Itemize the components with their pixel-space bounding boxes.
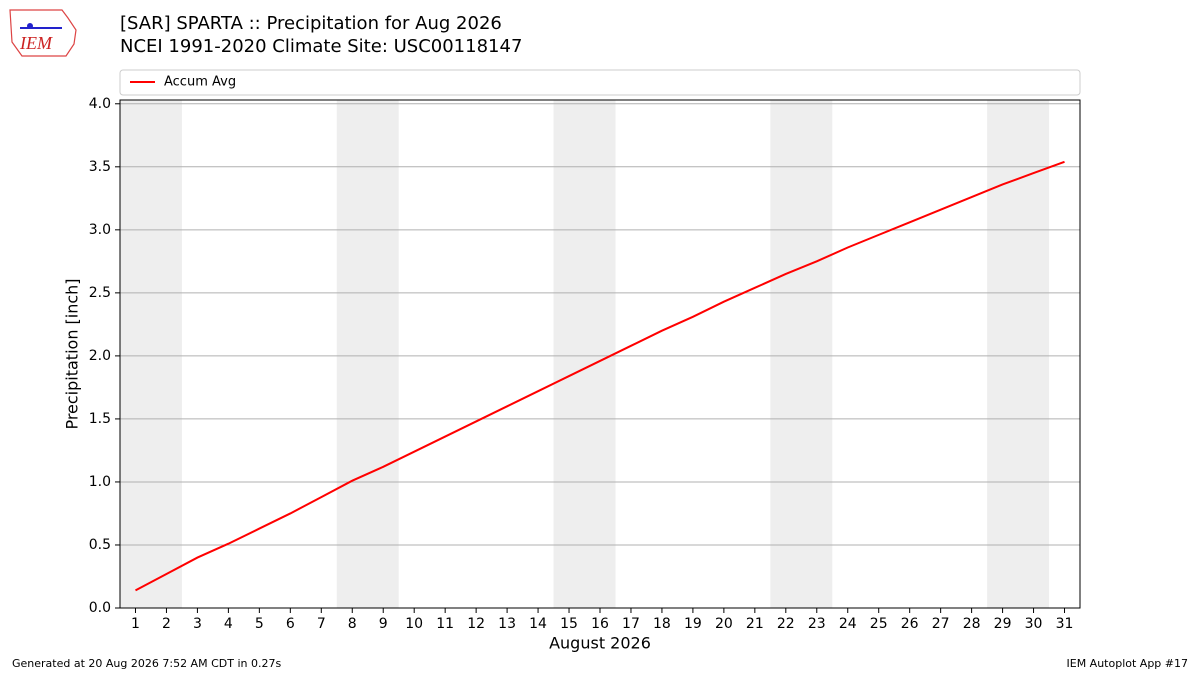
logo-dot: [27, 23, 33, 29]
x-tick-label: 6: [286, 616, 295, 632]
legend-box: [119, 69, 1081, 96]
y-tick-label: 3.5: [89, 159, 111, 175]
x-tick-label: 31: [1056, 616, 1074, 632]
x-tick-label: 10: [405, 616, 423, 632]
y-tick-label: 0.5: [89, 537, 111, 553]
y-tick-label: 2.0: [89, 348, 111, 364]
y-axis-label: Precipitation [inch]: [63, 278, 82, 429]
y-tick-label: 2.5: [89, 285, 111, 301]
x-tick-label: 19: [684, 616, 702, 632]
shaded-span: [120, 100, 182, 608]
x-tick-label: 4: [224, 616, 233, 632]
x-tick-label: 30: [1025, 616, 1043, 632]
x-tick-label: 21: [746, 616, 764, 632]
x-tick-label: 1: [131, 616, 140, 632]
x-tick-label: 17: [622, 616, 640, 632]
x-tick-label: 13: [498, 616, 516, 632]
shaded-span: [987, 100, 1050, 608]
x-tick-label: 24: [839, 616, 857, 632]
plot-frame: [119, 99, 1081, 609]
x-tick-label: 20: [715, 616, 733, 632]
x-tick-label: 3: [193, 616, 202, 632]
chart-title: [SAR] SPARTA :: Precipitation for Aug 20…: [120, 13, 502, 34]
x-tick-label: 12: [467, 616, 485, 632]
x-tick-label: 15: [560, 616, 578, 632]
x-tick-label: 5: [255, 616, 264, 632]
x-tick-label: 14: [529, 616, 547, 632]
legend-label: Accum Avg: [164, 75, 236, 90]
y-tick-label: 1.5: [89, 411, 111, 427]
x-tick-label: 23: [808, 616, 826, 632]
x-tick-label: 26: [901, 616, 919, 632]
y-tick-label: 0.0: [89, 600, 111, 616]
y-tick-label: 3.0: [89, 222, 111, 238]
x-tick-label: 11: [436, 616, 454, 632]
y-tick-label: 4.0: [89, 96, 111, 112]
shaded-span: [553, 100, 616, 608]
logo-outline: [9, 9, 77, 57]
x-tick-label: 29: [994, 616, 1012, 632]
x-axis-label: August 2026: [549, 634, 651, 653]
x-tick-label: 28: [963, 616, 981, 632]
x-tick-label: 18: [653, 616, 671, 632]
y-tick-label: 1.0: [89, 474, 111, 490]
footer-right: IEM Autoplot App #17: [1067, 657, 1189, 670]
x-tick-label: 7: [317, 616, 326, 632]
data-line: [135, 160, 1065, 592]
shaded-span: [770, 100, 833, 608]
x-tick-label: 9: [379, 616, 388, 632]
shaded-span: [336, 100, 399, 608]
x-tick-label: 27: [932, 616, 950, 632]
x-tick-label: 8: [348, 616, 357, 632]
x-tick-label: 16: [591, 616, 609, 632]
logo-text: IEM: [19, 33, 53, 53]
chart-subtitle: NCEI 1991-2020 Climate Site: USC00118147: [120, 36, 522, 57]
logo: IEM: [9, 9, 77, 57]
x-tick-label: 2: [162, 616, 171, 632]
footer-left: Generated at 20 Aug 2026 7:52 AM CDT in …: [12, 657, 281, 670]
x-tick-label: 25: [870, 616, 888, 632]
x-tick-label: 22: [777, 616, 795, 632]
